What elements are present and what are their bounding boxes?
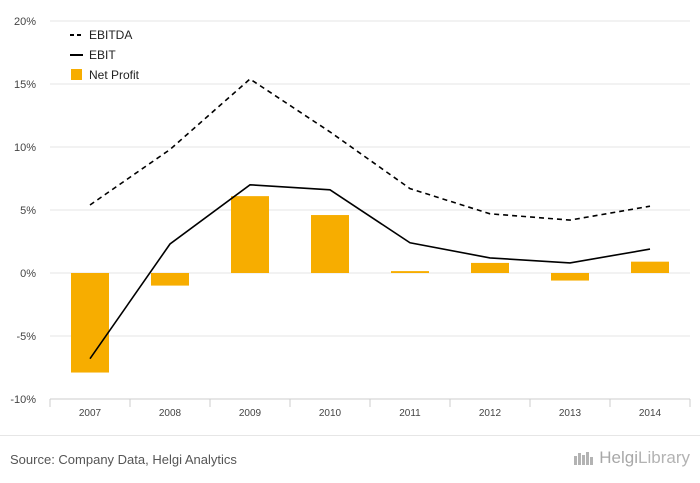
legend-label: EBIT xyxy=(89,48,116,62)
x-tick-label: 2012 xyxy=(479,408,502,419)
x-tick-label: 2011 xyxy=(399,408,421,419)
brand-helgi: Helgi xyxy=(599,448,639,467)
y-tick-label: 0% xyxy=(20,268,36,280)
net-profit-bars xyxy=(71,196,669,373)
source-note: Source: Company Data, Helgi Analytics xyxy=(10,452,237,467)
lines xyxy=(89,77,651,360)
y-axis-ticks: 20% 15% 10% 5% 0% -5% -10% xyxy=(10,16,36,406)
y-tick-label: -10% xyxy=(10,394,36,406)
legend: EBITDA EBIT Net Profit xyxy=(70,28,140,82)
y-tick-label: 5% xyxy=(20,205,36,217)
x-tick-label: 2014 xyxy=(639,408,662,419)
y-tick-label: -5% xyxy=(16,331,36,343)
net-profit-bar xyxy=(151,273,189,286)
x-tick-label: 2010 xyxy=(319,408,342,419)
y-tick-label: 15% xyxy=(14,79,36,91)
x-tick-label: 2009 xyxy=(239,408,262,419)
x-tick-label: 2013 xyxy=(559,408,582,419)
net-profit-bar xyxy=(631,261,669,273)
net-profit-bar xyxy=(71,273,109,373)
net-profit-bar xyxy=(551,273,589,281)
net-profit-bar xyxy=(471,262,509,273)
legend-label: EBITDA xyxy=(89,28,132,42)
x-tick-label: 2007 xyxy=(79,408,102,419)
chart-canvas: 20% 15% 10% 5% 0% -5% -10% 2007 2008 2009 2010 201… xyxy=(10,16,691,419)
ebit-line xyxy=(89,183,651,360)
gridlines xyxy=(50,20,690,400)
library-icon xyxy=(574,452,594,465)
net-profit-bar xyxy=(391,271,429,273)
legend-label: Net Profit xyxy=(89,68,140,82)
helgi-library-logo[interactable]: Helgi Library xyxy=(573,448,690,468)
x-tick-label: 2008 xyxy=(159,408,182,419)
ebitda-line xyxy=(89,77,651,221)
net-profit-bar xyxy=(311,215,349,273)
brand-library: Library xyxy=(638,448,690,467)
net-profit-bar xyxy=(231,196,269,273)
legend-swatch-net-profit xyxy=(71,69,82,80)
x-axis: 2007 2008 2009 2010 2011 2012 2013 2014 xyxy=(49,398,691,419)
footer: Source: Company Data, Helgi Analytics He… xyxy=(0,435,700,483)
y-tick-label: 10% xyxy=(14,142,36,154)
y-tick-label: 20% xyxy=(14,16,36,28)
